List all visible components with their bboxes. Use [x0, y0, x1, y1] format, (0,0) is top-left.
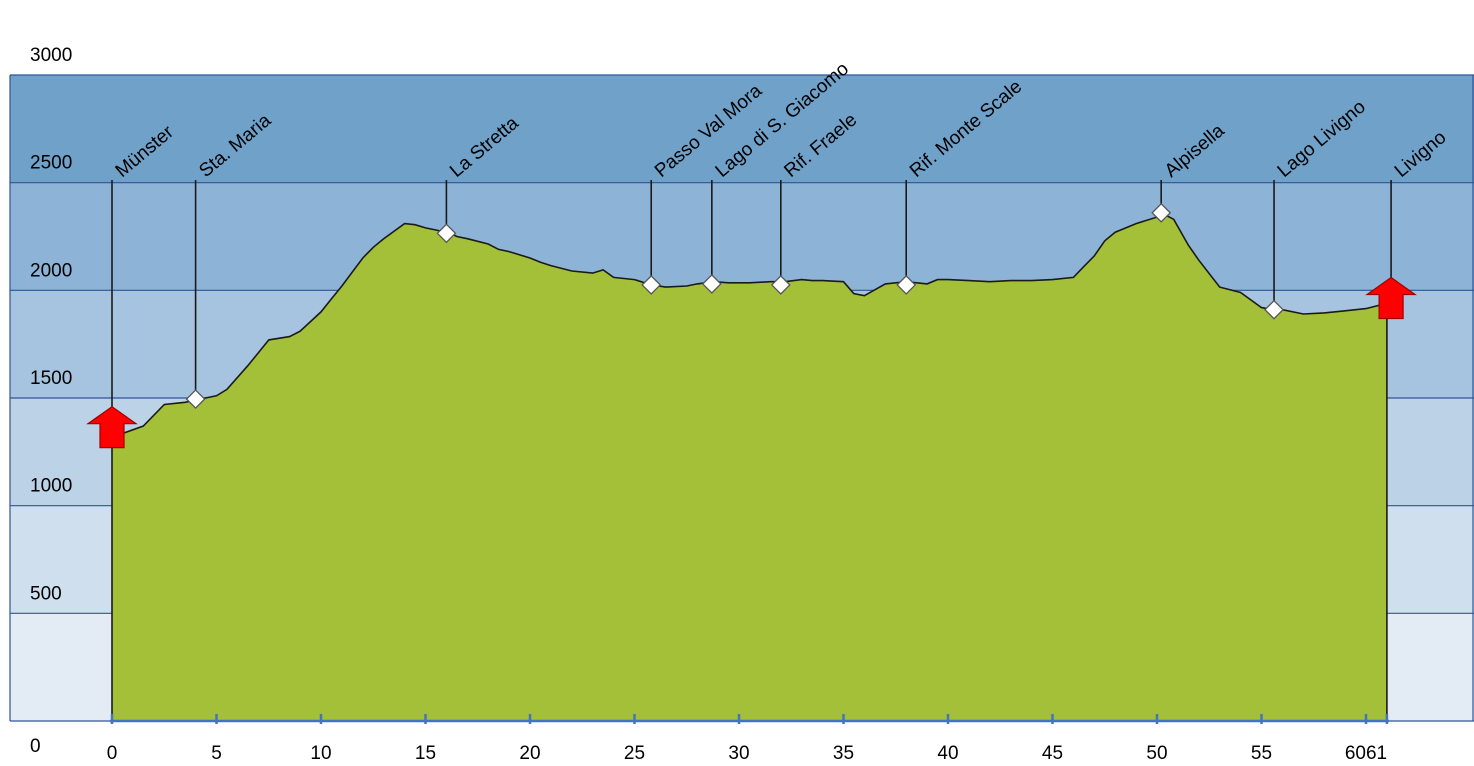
- x-tick-label: 40: [937, 743, 958, 764]
- x-tick-label: 55: [1251, 743, 1272, 764]
- x-tick-label: 35: [833, 743, 854, 764]
- waypoint-diamond-marker: [1264, 299, 1284, 320]
- x-tick-label: 50: [1146, 743, 1167, 764]
- y-tick-labels: 0 500 1000 1500 2000 2500 3000: [30, 45, 72, 757]
- x-tick-label: 25: [624, 743, 645, 764]
- y-tick-label: 0: [30, 736, 41, 757]
- waypoint-diamond-marker: [185, 389, 206, 410]
- waypoint-diamond-marker: [436, 223, 457, 244]
- x-tick-label: 45: [1042, 743, 1063, 764]
- y-tick-label: 500: [30, 583, 62, 604]
- x-tick-labels: 0 5 10 15 20 25 30 35 40 45 50 55 6061: [107, 743, 1387, 764]
- waypoint-diamond-marker: [896, 274, 917, 295]
- elevation-band: [10, 75, 1474, 183]
- y-tick-label: 1500: [30, 368, 72, 389]
- x-tick-label: 30: [728, 743, 749, 764]
- y-tick-label: 1000: [30, 476, 72, 497]
- waypoint-diamond-marker: [641, 274, 662, 295]
- x-tick-label: 6061: [1345, 743, 1387, 764]
- axis-layer: [110, 714, 1389, 724]
- waypoint-diamond-marker: [770, 274, 791, 295]
- x-tick-label: 5: [211, 743, 222, 764]
- x-tick-label: 10: [310, 743, 331, 764]
- elevation-band: [10, 182, 1474, 291]
- profile-area: [112, 212, 1387, 722]
- start-end-arrow-marker: [1365, 276, 1417, 320]
- x-tick-label: 20: [519, 743, 540, 764]
- y-tick-label: 3000: [30, 45, 72, 66]
- y-tick-label: 2500: [30, 153, 72, 174]
- x-tick-label: 0: [107, 743, 118, 764]
- waypoint-diamond-marker: [1151, 202, 1172, 223]
- x-tick-label: 15: [415, 743, 436, 764]
- waypoint-diamond-marker: [701, 273, 722, 294]
- y-tick-label: 2000: [30, 260, 72, 281]
- start-end-arrow-marker: [86, 405, 138, 449]
